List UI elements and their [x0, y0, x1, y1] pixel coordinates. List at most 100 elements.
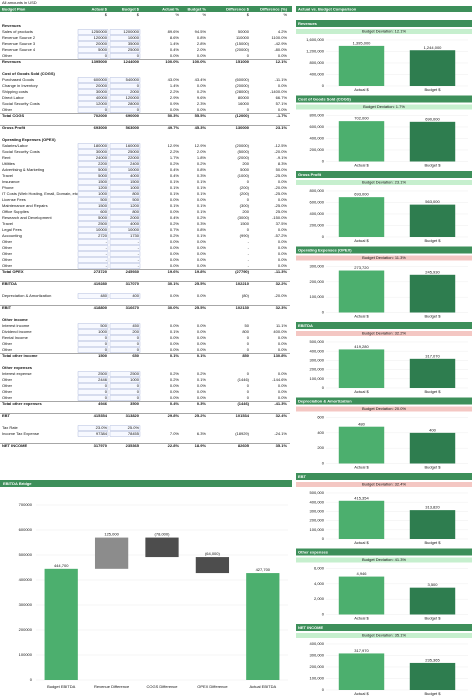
- cell: (200): [240, 191, 250, 196]
- y-tick-label: 300,000: [310, 653, 325, 658]
- value-label: 313,820: [425, 505, 440, 510]
- row-label: Sales of products: [2, 29, 33, 34]
- cell: 18.9%: [195, 443, 207, 448]
- cell: 0.0%: [197, 329, 207, 334]
- cell: 0.2%: [170, 221, 180, 226]
- input-cell: [109, 143, 141, 149]
- cell: (80): [242, 293, 250, 298]
- cell: 32.2%: [276, 281, 288, 286]
- bar: [338, 121, 385, 162]
- cell: 0: [137, 53, 140, 58]
- cell: 180000: [94, 143, 108, 148]
- cell: 0: [137, 389, 140, 394]
- cell: 66.7%: [276, 95, 288, 100]
- cell: 2500: [98, 371, 108, 376]
- row-label: Accounting: [2, 233, 22, 238]
- cell: 0: [137, 395, 140, 400]
- input-cell: [109, 371, 141, 377]
- input-cell: [77, 371, 109, 377]
- cell: -9.1%: [277, 155, 288, 160]
- cell: 50.0%: [276, 167, 288, 172]
- cell: 1500: [240, 221, 250, 226]
- y-tick-label: 200000: [19, 627, 33, 632]
- cell: 200: [242, 161, 249, 166]
- row-label: Utilities: [2, 161, 15, 166]
- y-tick-label: 600,000: [310, 124, 325, 129]
- row-label: Other: [2, 383, 13, 388]
- chart-title-bar: [296, 95, 472, 103]
- x-tick-label: Revenue Difference: [94, 684, 130, 689]
- cell: -: [106, 251, 108, 256]
- cell: 0.1%: [170, 203, 180, 208]
- chart-title-bar: [0, 480, 292, 487]
- input-cell: [109, 209, 141, 215]
- x-tick-label: Budget $: [424, 616, 441, 621]
- value-label: 235,365: [425, 657, 440, 662]
- input-cell: [77, 389, 109, 395]
- input-cell: [109, 251, 141, 257]
- input-cell: [77, 83, 109, 89]
- cell: 0.8%: [197, 227, 207, 232]
- cell: 0.0%: [170, 341, 180, 346]
- chart-title: Cost of Goods Sold (COGS): [298, 96, 352, 101]
- bar: [409, 274, 456, 313]
- y-tick-label: 0: [322, 234, 325, 239]
- input-cell: [77, 323, 109, 329]
- cell: 0.1%: [197, 191, 207, 196]
- value-label: (78,000): [155, 532, 171, 537]
- cell: 200: [132, 329, 139, 334]
- y-tick-label: 500000: [19, 552, 33, 557]
- y-tick-label: 600,000: [310, 200, 325, 205]
- x-tick-label: Actual $: [354, 616, 369, 621]
- cell: 0.0%: [197, 107, 207, 112]
- cell: (20000): [235, 47, 249, 52]
- row-label: Interest expense: [2, 371, 32, 376]
- section-heading: Other income: [2, 317, 29, 322]
- row-label: Other: [2, 341, 13, 346]
- input-cell: [77, 191, 109, 197]
- cell: 1395000: [91, 59, 107, 64]
- x-tick-label: Actual $: [354, 87, 369, 92]
- y-tick-label: 400: [317, 430, 324, 435]
- cell: 0.0%: [278, 341, 288, 346]
- cell: 28000: [128, 101, 140, 106]
- cell: 800: [132, 209, 139, 214]
- row-label: Social Security Costs: [2, 101, 40, 106]
- value-label: 693,000: [354, 192, 369, 197]
- cell: 0.0%: [197, 251, 207, 256]
- cell: 151000: [236, 59, 250, 64]
- cell: 0.0%: [170, 209, 180, 214]
- input-cell: [77, 227, 109, 233]
- cell: 130.8%: [273, 353, 287, 358]
- input-cell: [77, 383, 109, 389]
- section-heading: Other expenses: [2, 365, 33, 370]
- total-label: Total OPEX: [2, 269, 24, 274]
- value-label: 444,700: [54, 563, 69, 568]
- cell: 100.0%: [165, 59, 179, 64]
- bar: [409, 204, 456, 237]
- cell: 4.2%: [278, 29, 288, 34]
- x-tick-label: Budget $: [424, 691, 441, 696]
- cell: 0.1%: [197, 185, 207, 190]
- cell: 32.4%: [276, 413, 288, 418]
- y-tick-label: 800,000: [310, 188, 325, 193]
- cell: 0.1%: [197, 179, 207, 184]
- cell: -: [248, 245, 250, 250]
- column-header: Budget Plan: [2, 6, 26, 11]
- input-cell: [77, 41, 109, 47]
- cell: 800: [242, 329, 249, 334]
- cell: 22.8%: [168, 443, 180, 448]
- bar: [409, 662, 456, 690]
- input-cell: [109, 347, 141, 353]
- cell: 2.0%: [197, 149, 207, 154]
- cell: 0.0%: [197, 239, 207, 244]
- bar: [409, 510, 456, 539]
- row-label: Other: [2, 245, 13, 250]
- cell: 0.0%: [197, 395, 207, 400]
- total-label: EBITDA: [2, 281, 17, 286]
- input-cell: [109, 425, 141, 431]
- chart-title: Revenues: [298, 21, 318, 26]
- cell: 20000: [96, 83, 108, 88]
- cell: 23.0%: [96, 425, 108, 430]
